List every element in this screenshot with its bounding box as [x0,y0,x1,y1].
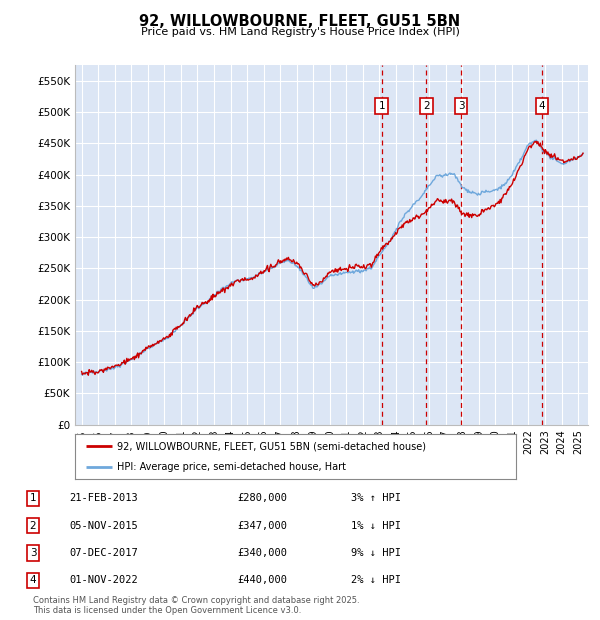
Text: £280,000: £280,000 [237,494,287,503]
Text: 4: 4 [539,101,545,111]
Text: £347,000: £347,000 [237,521,287,531]
Text: 1: 1 [379,101,385,111]
Text: HPI: Average price, semi-detached house, Hart: HPI: Average price, semi-detached house,… [117,461,346,472]
Text: 07-DEC-2017: 07-DEC-2017 [69,548,138,558]
Text: 3% ↑ HPI: 3% ↑ HPI [351,494,401,503]
Text: 92, WILLOWBOURNE, FLEET, GU51 5BN (semi-detached house): 92, WILLOWBOURNE, FLEET, GU51 5BN (semi-… [117,441,426,451]
Text: 2% ↓ HPI: 2% ↓ HPI [351,575,401,585]
Text: 3: 3 [458,101,464,111]
Text: 01-NOV-2022: 01-NOV-2022 [69,575,138,585]
Text: 05-NOV-2015: 05-NOV-2015 [69,521,138,531]
Text: 1% ↓ HPI: 1% ↓ HPI [351,521,401,531]
Text: 21-FEB-2013: 21-FEB-2013 [69,494,138,503]
Text: Contains HM Land Registry data © Crown copyright and database right 2025.
This d: Contains HM Land Registry data © Crown c… [33,596,359,615]
Text: 3: 3 [29,548,37,558]
Text: Price paid vs. HM Land Registry's House Price Index (HPI): Price paid vs. HM Land Registry's House … [140,27,460,37]
Text: 2: 2 [423,101,430,111]
Text: 2: 2 [29,521,37,531]
Text: 92, WILLOWBOURNE, FLEET, GU51 5BN: 92, WILLOWBOURNE, FLEET, GU51 5BN [139,14,461,29]
Text: £340,000: £340,000 [237,548,287,558]
Text: 9% ↓ HPI: 9% ↓ HPI [351,548,401,558]
Text: 1: 1 [29,494,37,503]
Text: £440,000: £440,000 [237,575,287,585]
Text: 4: 4 [29,575,37,585]
